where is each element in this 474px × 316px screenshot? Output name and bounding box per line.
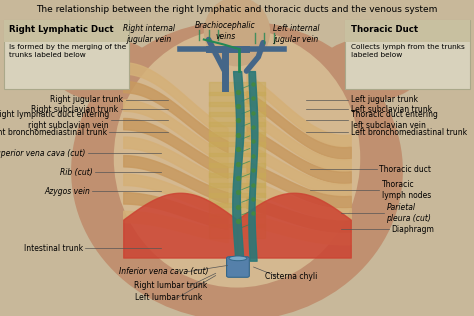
Text: Right subclavian trunk: Right subclavian trunk — [31, 105, 118, 113]
Ellipse shape — [204, 0, 270, 66]
Text: Brachiocephalic
veins: Brachiocephalic veins — [195, 21, 255, 41]
Text: Azygos vein: Azygos vein — [44, 187, 90, 196]
Text: Left lumbar trunk: Left lumbar trunk — [135, 293, 202, 302]
Text: Cisterna chyli: Cisterna chyli — [265, 272, 318, 281]
Ellipse shape — [318, 38, 422, 101]
Text: Thoracic
lymph nodes: Thoracic lymph nodes — [382, 179, 431, 200]
Text: Right bronchomediastinal trunk: Right bronchomediastinal trunk — [0, 128, 107, 137]
Text: Right lymphatic duct entering
right subclavian vein: Right lymphatic duct entering right subc… — [0, 110, 109, 130]
Text: Right jugular trunk: Right jugular trunk — [50, 95, 123, 104]
Text: Parietal
pleura (cut): Parietal pleura (cut) — [386, 203, 431, 223]
Text: Left jugular trunk: Left jugular trunk — [351, 95, 418, 104]
FancyBboxPatch shape — [4, 20, 129, 42]
Text: Thoracic duct entering
left subclavian vein: Thoracic duct entering left subclavian v… — [351, 110, 438, 130]
Text: Is formed by the merging of the
trunks labeled below: Is formed by the merging of the trunks l… — [9, 44, 127, 58]
FancyBboxPatch shape — [345, 20, 470, 89]
Text: The relationship between the right lymphatic and thoracic ducts and the venous s: The relationship between the right lymph… — [36, 5, 438, 14]
Text: Collects lymph from the trunks
labeled below: Collects lymph from the trunks labeled b… — [351, 44, 465, 58]
Text: Right Lymphatic Duct: Right Lymphatic Duct — [9, 25, 114, 34]
Text: Intestinal trunk: Intestinal trunk — [24, 244, 83, 252]
Text: Left internal
jugular vein: Left internal jugular vein — [273, 24, 319, 44]
FancyBboxPatch shape — [227, 257, 249, 277]
Ellipse shape — [114, 28, 360, 288]
Ellipse shape — [71, 21, 403, 316]
FancyBboxPatch shape — [345, 20, 470, 42]
Text: Superior vena cava (cut): Superior vena cava (cut) — [0, 149, 85, 158]
Text: Left subclavian trunk: Left subclavian trunk — [351, 105, 432, 113]
Ellipse shape — [229, 256, 247, 261]
Text: Diaphragm: Diaphragm — [391, 225, 434, 234]
Text: Thoracic duct: Thoracic duct — [379, 165, 431, 173]
Text: Thoracic Duct: Thoracic Duct — [351, 25, 418, 34]
FancyBboxPatch shape — [4, 20, 129, 89]
Text: Left bronchomediastinal trunk: Left bronchomediastinal trunk — [351, 128, 467, 137]
Text: Right lumbar trunk: Right lumbar trunk — [134, 282, 207, 290]
Text: Rib (cut): Rib (cut) — [60, 168, 92, 177]
Text: Inferior vena cava (cut): Inferior vena cava (cut) — [119, 267, 208, 276]
Ellipse shape — [52, 38, 156, 101]
Text: Right internal
jugular vein: Right internal jugular vein — [123, 24, 175, 44]
